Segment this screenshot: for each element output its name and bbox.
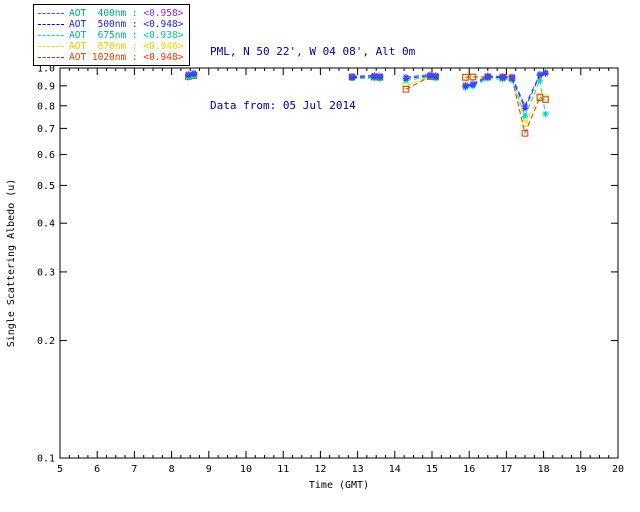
asterisk-marker-icon xyxy=(542,110,549,118)
legend-label: AOT 400nm : xyxy=(69,8,144,19)
y-tick-label: 0.6 xyxy=(37,150,55,161)
square-marker-icon xyxy=(402,85,410,93)
asterisk-marker-icon xyxy=(484,72,491,79)
y-tick-label: 0.1 xyxy=(37,454,55,465)
legend-mean-value: <0.958> xyxy=(143,8,184,19)
x-tick-label: 14 xyxy=(389,464,401,475)
x-tick-label: 11 xyxy=(277,464,289,475)
date-line: Data from: 05 Jul 2014 xyxy=(210,99,356,112)
y-tick-label: 0.2 xyxy=(37,336,55,347)
legend-row: AOT 675nm : <0.938> xyxy=(38,30,183,41)
x-tick-label: 13 xyxy=(352,464,364,475)
x-tick-label: 15 xyxy=(426,464,438,475)
asterisk-marker-icon xyxy=(536,77,544,84)
x-tick-label: 8 xyxy=(169,464,175,475)
asterisk-marker-icon xyxy=(462,81,469,89)
legend-box: AOT 400nm : <0.958> AOT 500nm : <0.948> AO… xyxy=(33,4,191,66)
legend-line-sample-icon xyxy=(38,35,64,36)
y-tick-label: 0.9 xyxy=(37,81,55,92)
legend-mean-value: <0.948> xyxy=(143,52,184,63)
legend-row: AOT 870nm : <0.946> xyxy=(38,41,183,52)
legend-row: AOT 1020nm : <0.948> xyxy=(38,52,183,63)
legend-row: AOT 500nm : <0.948> xyxy=(38,19,183,30)
legend-label: AOT 1020nm : xyxy=(69,52,144,63)
y-tick-label: 1.0 xyxy=(37,64,55,75)
x-tick-label: 7 xyxy=(131,464,137,475)
x-tick-label: 10 xyxy=(240,464,252,475)
x-axis-title: Time (GMT) xyxy=(309,480,369,491)
x-tick-label: 18 xyxy=(538,464,550,475)
y-tick-label: 0.3 xyxy=(37,267,55,278)
y-axis-title: Single Scattering Albedo (u) xyxy=(6,179,17,348)
legend-line-sample-icon xyxy=(38,24,64,25)
asterisk-marker-icon xyxy=(190,69,198,77)
square-marker-icon xyxy=(521,120,529,127)
x-tick-label: 9 xyxy=(206,464,212,475)
legend-mean-value: <0.946> xyxy=(143,41,184,52)
asterisk-marker-icon xyxy=(508,73,516,80)
asterisk-marker-icon xyxy=(376,72,384,79)
x-tick-label: 17 xyxy=(500,464,512,475)
x-tick-label: 12 xyxy=(314,464,326,475)
legend-mean-value: <0.948> xyxy=(143,19,184,30)
asterisk-marker-icon xyxy=(521,102,529,109)
x-tick-label: 19 xyxy=(575,464,587,475)
x-tick-label: 16 xyxy=(463,464,475,475)
legend-label: AOT 870nm : xyxy=(69,41,144,52)
asterisk-marker-icon xyxy=(432,72,439,79)
y-tick-label: 0.8 xyxy=(37,101,55,112)
legend-line-sample-icon xyxy=(38,46,64,47)
square-marker-icon xyxy=(462,74,469,81)
asterisk-marker-icon xyxy=(426,71,434,78)
legend-label: AOT 500nm : xyxy=(69,19,144,30)
legend-label: AOT 675nm : xyxy=(69,30,144,41)
asterisk-marker-icon xyxy=(348,73,356,80)
y-tick-label: 0.7 xyxy=(37,124,55,135)
x-tick-label: 6 xyxy=(94,464,100,475)
asterisk-marker-icon xyxy=(521,113,529,120)
asterisk-marker-icon xyxy=(185,70,192,78)
legend-line-sample-icon xyxy=(38,13,64,14)
legend-mean-value: <0.938> xyxy=(143,30,184,41)
y-tick-label: 0.4 xyxy=(37,219,55,230)
legend-line-sample-icon xyxy=(38,57,64,58)
asterisk-marker-icon xyxy=(469,80,477,87)
asterisk-marker-icon xyxy=(402,73,410,81)
square-marker-icon xyxy=(521,130,529,137)
asterisk-marker-icon xyxy=(536,70,544,78)
station-info: PML, N 50 22', W 04 08', Alt 0m Data fro… xyxy=(210,7,415,151)
square-marker-icon xyxy=(469,73,477,81)
x-tick-label: 20 xyxy=(612,464,624,475)
station-line: PML, N 50 22', W 04 08', Alt 0m xyxy=(210,45,416,58)
asterisk-marker-icon xyxy=(542,69,549,76)
asterisk-marker-icon xyxy=(499,73,506,80)
asterisk-marker-icon xyxy=(371,72,378,79)
legend-row: AOT 400nm : <0.958> xyxy=(38,8,183,19)
y-tick-label: 0.5 xyxy=(37,181,55,192)
x-tick-label: 5 xyxy=(57,464,63,475)
